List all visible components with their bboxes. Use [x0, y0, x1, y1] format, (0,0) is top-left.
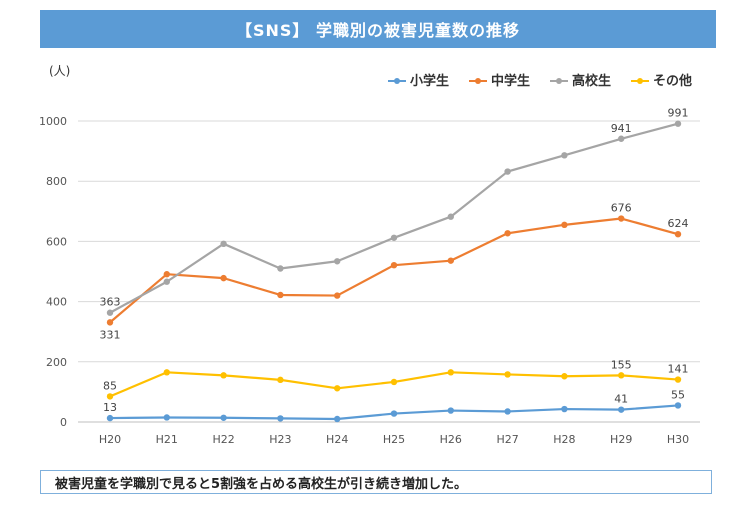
chart-title: 【SNS】 学職別の被害児童数の推移 [40, 10, 716, 48]
legend-label: その他 [653, 74, 693, 89]
data-point [334, 292, 341, 299]
y-tick-label: 400 [46, 296, 67, 309]
legend-swatch [388, 75, 406, 85]
legend-swatch [631, 75, 650, 85]
data-point [163, 369, 170, 376]
data-point [106, 414, 114, 422]
data-point [561, 405, 568, 413]
data-point [618, 135, 625, 142]
data-label: 13 [103, 401, 117, 414]
series-line-1 [109, 217, 679, 324]
x-tick-label: H21 [156, 433, 178, 446]
data-point [447, 257, 454, 264]
x-tick-label: H29 [610, 433, 632, 446]
data-point [390, 234, 398, 241]
y-axis-unit-label: (人) [49, 64, 71, 78]
data-point [220, 240, 227, 248]
series-line-2 [109, 122, 679, 314]
y-tick-label: 1000 [39, 115, 67, 128]
data-label: 85 [103, 379, 117, 392]
legend-item: その他 [631, 70, 692, 89]
data-point [447, 407, 454, 414]
x-tick-label: H24 [326, 433, 348, 446]
legend-label: 中学生 [491, 74, 531, 89]
data-label: 676 [611, 202, 632, 215]
data-point [504, 408, 511, 415]
data-point [674, 376, 682, 383]
data-point [504, 168, 511, 175]
data-point [163, 278, 170, 285]
data-point [106, 393, 114, 400]
data-label: 141 [668, 363, 689, 376]
legend-swatch [469, 75, 488, 85]
data-point [618, 406, 625, 413]
summary-note-box: 被害児童を学職別で見ると5割強を占める高校生が引き続き増加した。 [40, 470, 712, 494]
data-point [674, 402, 682, 409]
data-point [163, 414, 170, 421]
legend-label: 高校生 [572, 74, 612, 89]
data-label: 991 [668, 107, 689, 120]
x-tick-label: H30 [667, 433, 689, 446]
data-point [390, 378, 398, 386]
data-point [618, 372, 625, 379]
y-tick-label: 0 [60, 416, 67, 429]
data-label: 41 [614, 393, 628, 406]
x-tick-label: H25 [383, 433, 405, 446]
legend-item: 高校生 [550, 70, 611, 89]
x-tick-label: H23 [269, 433, 291, 446]
data-point [390, 261, 398, 269]
data-point [390, 410, 398, 417]
legend-label: 小学生 [410, 74, 450, 89]
data-point [504, 230, 511, 237]
data-point [106, 319, 114, 326]
summary-note-text: 被害児童を学職別で見ると5割強を占める高校生が引き続き増加した。 [55, 476, 468, 492]
legend: 小学生 中学生 高校生 その他 [388, 70, 692, 89]
x-tick-label: H20 [99, 433, 121, 446]
data-point [277, 376, 284, 384]
data-label: 624 [668, 217, 689, 230]
x-tick-label: H28 [553, 433, 575, 446]
data-point [561, 152, 568, 159]
data-point [106, 309, 114, 316]
data-point [334, 385, 341, 392]
legend-swatch [550, 75, 569, 85]
data-point [561, 221, 568, 229]
y-tick-label: 800 [46, 175, 67, 188]
data-label: 941 [611, 122, 632, 135]
data-point [163, 271, 170, 278]
data-label: 331 [100, 328, 121, 341]
y-tick-label: 600 [46, 235, 67, 248]
data-point [674, 230, 682, 238]
data-point [220, 372, 227, 379]
data-point [334, 258, 341, 265]
data-label: 55 [671, 388, 685, 401]
data-label: 155 [611, 358, 632, 371]
y-tick-label: 200 [46, 356, 67, 369]
data-point [447, 369, 454, 376]
data-point [561, 373, 568, 380]
data-point [504, 371, 511, 378]
legend-item: 中学生 [469, 70, 530, 89]
data-point [447, 213, 454, 220]
x-tick-label: H22 [212, 433, 234, 446]
data-point [277, 291, 284, 299]
data-point [220, 414, 227, 421]
x-tick-label: H26 [440, 433, 462, 446]
data-point [220, 274, 227, 282]
data-label: 363 [100, 296, 121, 309]
data-point [277, 415, 284, 422]
data-point [334, 415, 341, 423]
data-point [618, 215, 625, 222]
legend-item: 小学生 [388, 70, 449, 89]
x-tick-label: H27 [496, 433, 518, 446]
data-point [674, 120, 682, 127]
data-point [277, 265, 284, 272]
